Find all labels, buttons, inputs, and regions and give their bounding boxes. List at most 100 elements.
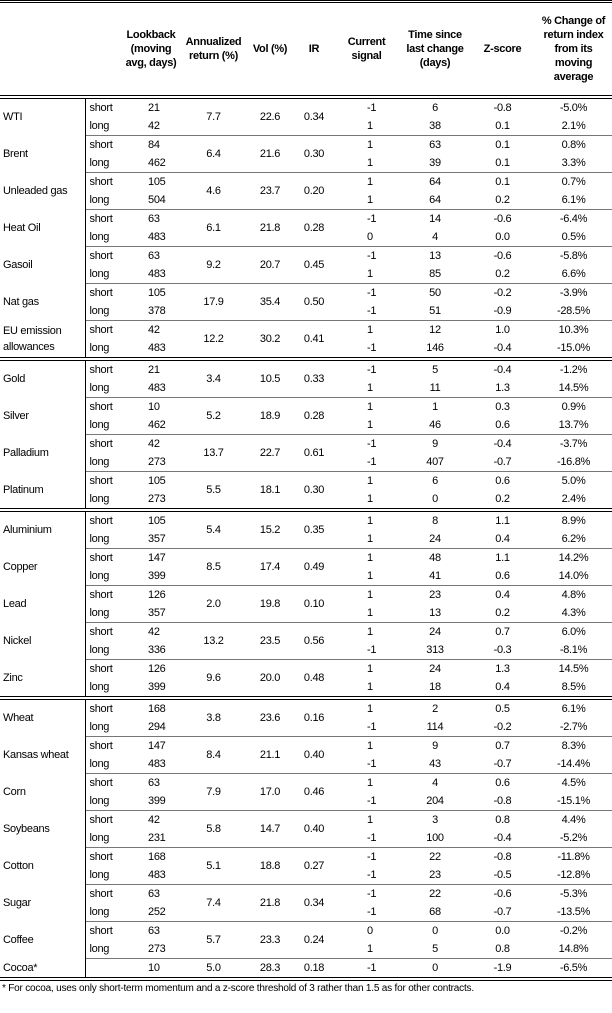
- pct-change-value: 6.1%: [561, 194, 586, 206]
- z-score-value: -0.4: [470, 434, 535, 453]
- vol-value: 22.6: [245, 96, 295, 136]
- annualized-return-value: 5.0: [182, 958, 245, 979]
- lookback-value: 63: [120, 246, 182, 265]
- lookback-value: 105: [120, 508, 182, 530]
- lookback-value: 483: [148, 758, 166, 770]
- term-label: short: [84, 357, 120, 379]
- ir-value: 0.24: [295, 921, 333, 959]
- table-row: Heat Oil short 63 6.1 21.8 0.28 -1 14 -0.6 -6.4%: [0, 209, 612, 247]
- z-score-value: 0.2: [495, 194, 510, 206]
- vol-value: 21.8: [245, 884, 295, 922]
- term-label: long: [84, 641, 120, 660]
- header-row: Lookback (moving avg, days) Annualized r…: [0, 1, 612, 98]
- commodity-name: Aluminium: [0, 508, 85, 549]
- table-row: long 483 -1 23 -0.5 -12.8%: [0, 866, 612, 885]
- current-signal-value: -1: [333, 283, 400, 302]
- time-since-change-value: 0: [432, 493, 438, 505]
- annualized-return-value: 2.0: [182, 585, 245, 623]
- commodity-name: Palladium: [3, 447, 49, 459]
- term-label: short: [84, 246, 120, 265]
- current-signal-value: 1: [367, 157, 373, 169]
- annualized-return-value: 5.8: [182, 810, 245, 848]
- annualized-return-value: 6.4: [182, 135, 245, 173]
- header-vol: Vol (%): [252, 43, 288, 55]
- vol-value: 35.4: [245, 283, 295, 321]
- current-signal-value: 1: [367, 533, 373, 545]
- term-label: short: [84, 397, 120, 416]
- pct-change-value: 6.1%: [535, 696, 612, 718]
- annualized-return-value: 9.2: [182, 246, 245, 284]
- z-score-value: -0.8: [470, 847, 535, 866]
- annualized-return-value: 8.4: [182, 736, 245, 774]
- header-commodity: [0, 2, 85, 98]
- term-label: long: [84, 718, 120, 737]
- term-label: long: [84, 940, 120, 959]
- pct-change-value: 4.8%: [535, 585, 612, 604]
- z-score-value: -0.6: [470, 884, 535, 903]
- footnote: * For cocoa, uses only short-term moment…: [2, 983, 474, 994]
- annualized-return-value: 7.7: [182, 96, 245, 136]
- commodity-name: Nickel: [3, 635, 32, 647]
- current-signal-value: -1: [333, 847, 400, 866]
- annualized-return-value: 5.2: [182, 397, 245, 435]
- lookback-value: 63: [120, 209, 182, 228]
- table-row: long 273 1 0 0.2 2.4%: [0, 490, 612, 510]
- current-signal-value: 1: [333, 397, 400, 416]
- term-label: short: [84, 209, 120, 228]
- z-score-value: 0.7: [470, 622, 535, 641]
- ir-value: 0.49: [295, 548, 333, 586]
- lookback-value: 84: [120, 135, 182, 154]
- term-label: long: [84, 453, 120, 472]
- ir-value: 0.20: [295, 172, 333, 210]
- current-signal-value: 1: [367, 194, 373, 206]
- current-signal-value: -1: [333, 884, 400, 903]
- z-score-value: 0.6: [495, 570, 510, 582]
- term-label: [84, 958, 120, 979]
- current-signal-value: 1: [333, 585, 400, 604]
- term-label: long: [84, 792, 120, 811]
- current-signal-value: 1: [367, 943, 373, 955]
- ir-value: 0.48: [295, 659, 333, 698]
- pct-change-value: 2.1%: [561, 120, 586, 132]
- z-score-value: 0.1: [470, 172, 535, 191]
- pct-change-value: 2.4%: [561, 493, 586, 505]
- table-row: Sugar short 63 7.4 21.8 0.34 -1 22 -0.6 -5.3%: [0, 884, 612, 922]
- z-score-value: -0.8: [470, 96, 535, 117]
- z-score-value: 1.0: [470, 320, 535, 339]
- lookback-value: 294: [148, 721, 166, 733]
- pct-change-value: 8.9%: [535, 508, 612, 530]
- table-row: Zinc short 126 9.6 20.0 0.48 1 24 1.3 14.5%: [0, 659, 612, 698]
- current-signal-value: -1: [367, 456, 377, 468]
- commodity-name: Nat gas: [3, 296, 39, 308]
- vol-value: 15.2: [245, 508, 295, 549]
- time-since-change-value: 38: [429, 120, 441, 132]
- current-signal-value: -1: [367, 906, 377, 918]
- pct-change-value: 6.6%: [561, 268, 586, 280]
- z-score-value: 0.2: [495, 493, 510, 505]
- lookback-value: 10: [120, 397, 182, 416]
- table-row: long 399 1 41 0.6 14.0%: [0, 567, 612, 586]
- annualized-return-value: 13.7: [182, 434, 245, 472]
- pct-change-value: -5.2%: [559, 832, 588, 844]
- commodity-name: Sugar: [3, 897, 31, 909]
- term-label: short: [84, 434, 120, 453]
- z-score-value: -0.8: [493, 795, 512, 807]
- table-row: long 483 1 85 0.2 6.6%: [0, 265, 612, 284]
- time-since-change-value: 0: [400, 958, 470, 979]
- annualized-return-value: 5.1: [182, 847, 245, 885]
- commodity-name: Unleaded gas: [3, 185, 68, 197]
- ir-value: 0.40: [295, 810, 333, 848]
- z-score-value: -0.6: [470, 209, 535, 228]
- current-signal-value: -1: [333, 434, 400, 453]
- pct-change-value: -1.2%: [535, 357, 612, 379]
- annualized-return-value: 12.2: [182, 320, 245, 359]
- current-signal-value: 0: [367, 231, 373, 243]
- z-score-value: -0.4: [470, 357, 535, 379]
- commodity-name: Gasoil: [3, 259, 33, 271]
- lookback-value: 357: [148, 607, 166, 619]
- annualized-return-value: 17.9: [182, 283, 245, 321]
- current-signal-value: 1: [333, 508, 400, 530]
- vol-value: 28.3: [245, 958, 295, 979]
- time-since-change-value: 63: [400, 135, 470, 154]
- lookback-value: 483: [148, 382, 166, 394]
